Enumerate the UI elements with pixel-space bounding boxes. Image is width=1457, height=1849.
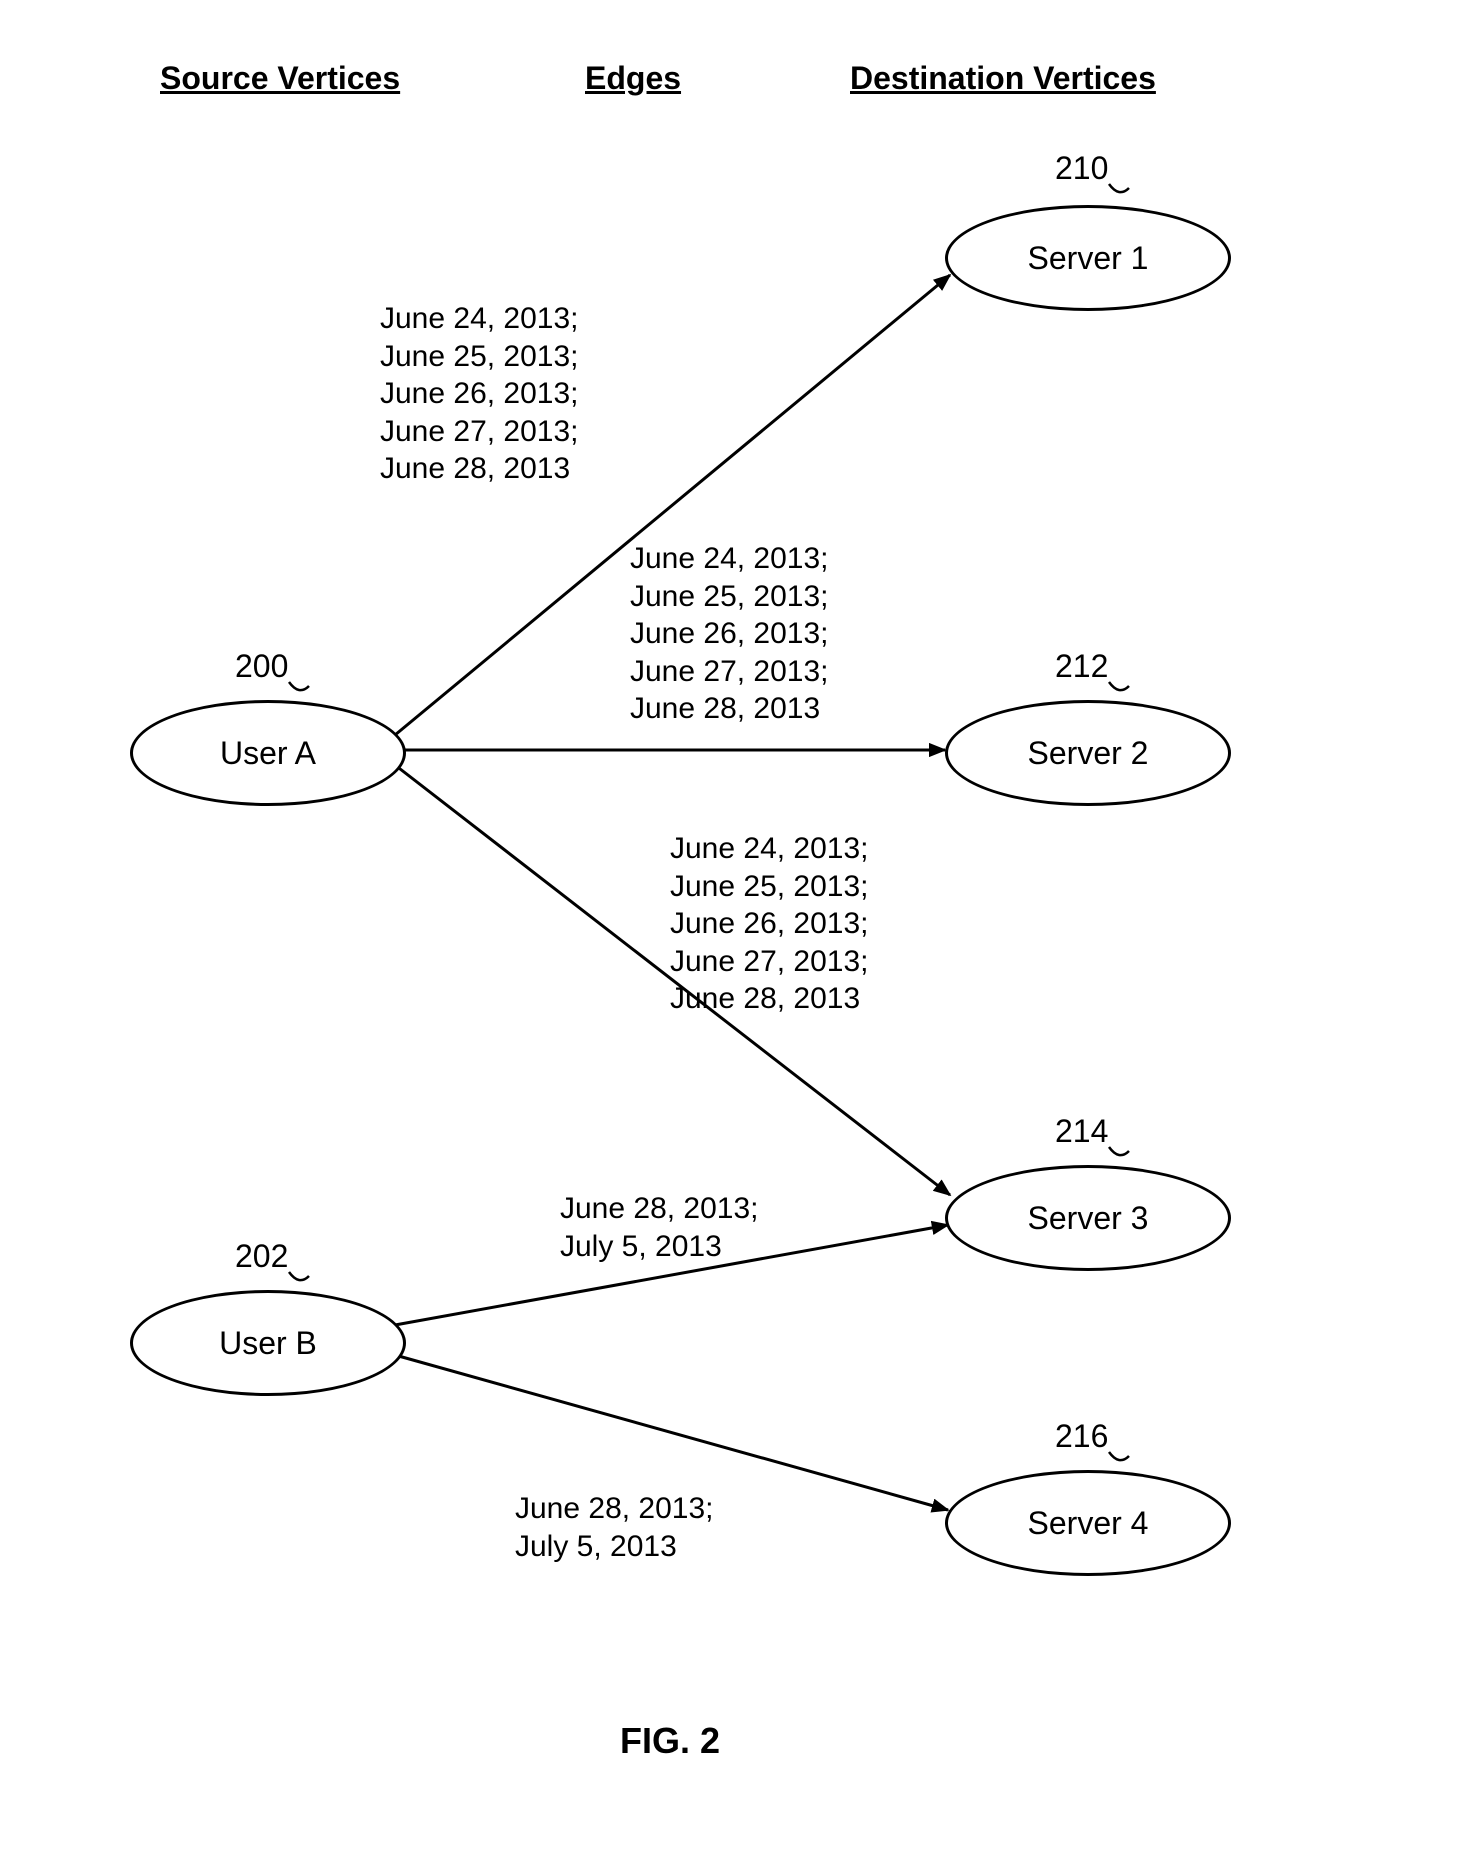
node-server-3-label: Server 3	[1028, 1200, 1149, 1237]
node-user-a: User A	[130, 700, 406, 806]
node-user-b: User B	[130, 1290, 406, 1396]
edge-label-4: June 28, 2013; July 5, 2013	[515, 1490, 714, 1565]
edge-label-2: June 24, 2013; June 25, 2013; June 26, 2…	[670, 830, 869, 1018]
ref-200: 200	[235, 648, 288, 685]
ref-214: 214	[1055, 1113, 1108, 1150]
figure-caption: FIG. 2	[620, 1720, 720, 1762]
diagram-canvas: Source Vertices Edges Destination Vertic…	[0, 0, 1457, 1849]
node-user-a-label: User A	[220, 735, 316, 772]
ref-212: 212	[1055, 648, 1108, 685]
ref-212-tick	[1105, 678, 1131, 704]
node-server-1: Server 1	[945, 205, 1231, 311]
ref-202: 202	[235, 1238, 288, 1275]
header-source: Source Vertices	[160, 60, 400, 97]
ref-202-tick	[285, 1268, 311, 1294]
node-server-2-label: Server 2	[1028, 735, 1149, 772]
edge-label-1: June 24, 2013; June 25, 2013; June 26, 2…	[630, 540, 829, 728]
header-dest: Destination Vertices	[850, 60, 1156, 97]
node-server-4-label: Server 4	[1028, 1505, 1149, 1542]
header-edges: Edges	[585, 60, 681, 97]
edge-label-3: June 28, 2013; July 5, 2013	[560, 1190, 759, 1265]
node-server-1-label: Server 1	[1028, 240, 1149, 277]
ref-214-tick	[1105, 1143, 1131, 1169]
ref-200-tick	[285, 678, 311, 704]
ref-216-tick	[1105, 1448, 1131, 1474]
node-server-2: Server 2	[945, 700, 1231, 806]
node-user-b-label: User B	[219, 1325, 317, 1362]
node-server-4: Server 4	[945, 1470, 1231, 1576]
ref-216: 216	[1055, 1418, 1108, 1455]
node-server-3: Server 3	[945, 1165, 1231, 1271]
ref-210: 210	[1055, 150, 1108, 187]
ref-210-tick	[1105, 180, 1131, 206]
edge-label-0: June 24, 2013; June 25, 2013; June 26, 2…	[380, 300, 579, 488]
